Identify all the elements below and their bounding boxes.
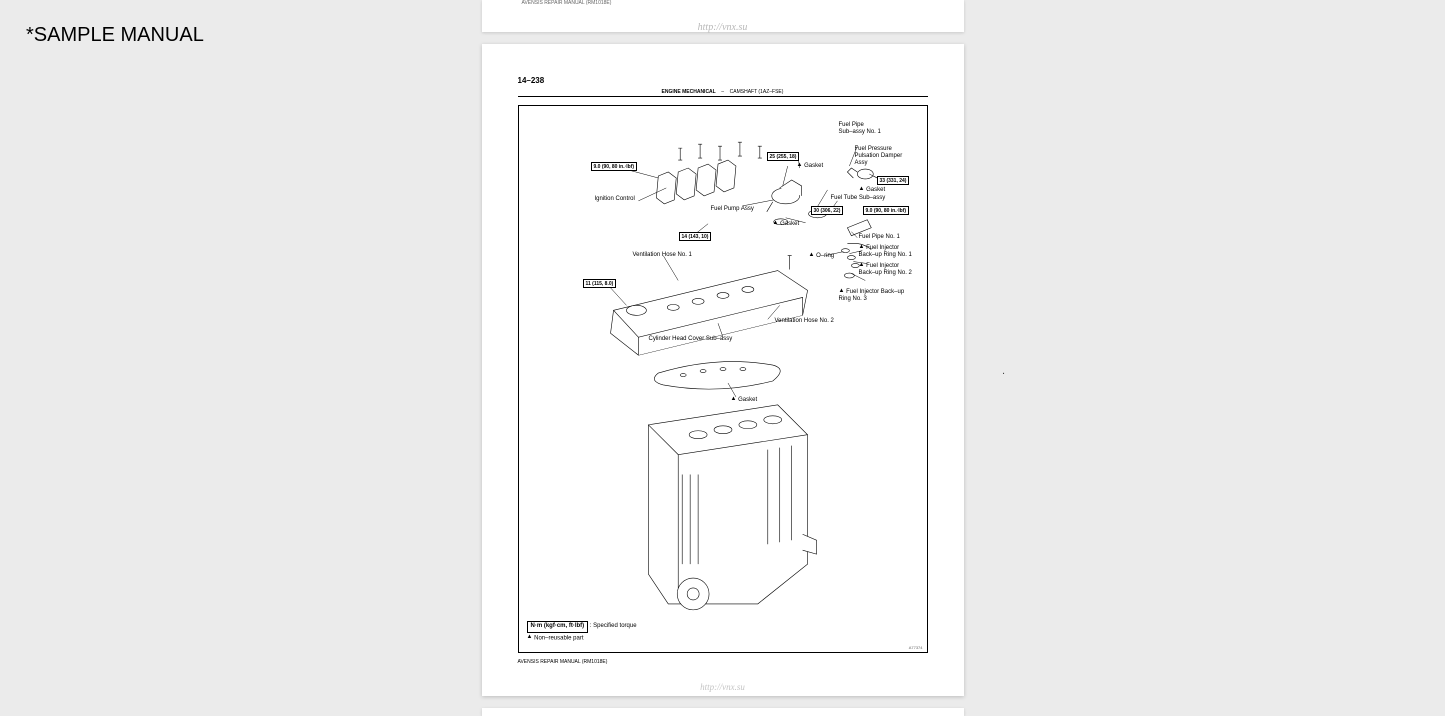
torque-30: 30 (306, 22) <box>811 206 844 215</box>
legend-nonreuse-row: ▲ Non–reusable part <box>527 633 637 644</box>
watermark-top: http://vnx.su <box>698 22 748 33</box>
torque-14: 14 (143, 10) <box>679 232 712 241</box>
page-header-rule: ENGINE MECHANICAL – CAMSHAFT (1AZ–FSE) <box>518 87 928 97</box>
legend-torque-format: N·m (kgf·cm, ft·lbf) <box>527 621 589 633</box>
torque-9a: 9.0 (90, 80 in.·lbf) <box>591 162 638 171</box>
label-gasket-2: ▲ Gasket <box>859 186 886 194</box>
label-vent-hose-1: Ventilation Hose No. 1 <box>633 252 692 259</box>
header-section: ENGINE MECHANICAL <box>662 89 716 95</box>
torque-11: 11 (115, 8.0) <box>583 279 617 288</box>
torque-33: 33 (331, 24) <box>877 176 910 185</box>
page-number: 14–238 <box>518 76 928 85</box>
manual-page: 14–238 ENGINE MECHANICAL – CAMSHAFT (1AZ… <box>482 44 964 696</box>
legend-torque-row: N·m (kgf·cm, ft·lbf) : Specified torque <box>527 621 637 633</box>
header-sub: CAMSHAFT (1AZ–FSE) <box>730 89 784 95</box>
stray-dot: . <box>1002 365 1005 377</box>
watermark-bottom: http://vnx.su <box>700 682 745 692</box>
label-fuel-tube: Fuel Tube Sub–assy <box>831 195 886 202</box>
label-fuel-pressure-damper: Fuel Pressure Pulsation Damper Assy <box>855 146 903 167</box>
label-fuel-pipe-1: Fuel Pipe No. 1 <box>859 234 900 241</box>
label-oring: ▲ O–ring <box>809 252 835 260</box>
label-gasket-3: ▲ Gasket <box>773 220 800 228</box>
page-header-title: ENGINE MECHANICAL – CAMSHAFT (1AZ–FSE) <box>662 89 784 95</box>
diagram-legend: N·m (kgf·cm, ft·lbf) : Specified torque … <box>527 621 637 644</box>
header-sep: – <box>721 89 724 95</box>
page-footer: AVENSIS REPAIR MANUAL (RM1018E) <box>518 659 928 665</box>
label-inj-ring-1: ▲ Fuel Injector Back–up Ring No. 1 <box>859 244 912 259</box>
figure-reference: A77374 <box>909 645 923 650</box>
label-inj-ring-3: ▲ Fuel Injector Back–up Ring No. 3 <box>839 288 905 303</box>
label-gasket-4: ▲ Gasket <box>731 396 758 404</box>
label-fuel-pump: Fuel Pump Assy <box>711 206 754 213</box>
next-page-stub <box>482 708 964 716</box>
label-ignition-control: Ignition Control <box>595 196 635 203</box>
label-fuel-pipe-subassy: Fuel Pipe Sub–assy No. 1 <box>839 122 881 136</box>
label-gasket-1: ▲ Gasket <box>797 162 824 170</box>
prev-footer: AVENSIS REPAIR MANUAL (RM1018E) <box>522 0 612 6</box>
torque-25: 25 (255, 18) <box>767 152 800 161</box>
legend-torque-desc: : Specified torque <box>590 623 637 629</box>
label-vent-hose-2: Ventilation Hose No. 2 <box>775 318 834 325</box>
sample-manual-label: *SAMPLE MANUAL <box>26 24 204 47</box>
exploded-diagram: 9.0 (90, 80 in.·lbf) 25 (255, 18) 33 (33… <box>518 105 928 653</box>
label-cyl-head-cover: Cylinder Head Cover Sub–assy <box>649 336 733 343</box>
torque-9b: 9.0 (90, 80 in.·lbf) <box>863 206 910 215</box>
legend-nonreuse: Non–reusable part <box>534 635 583 641</box>
label-inj-ring-2: ▲ Fuel Injector Back–up Ring No. 2 <box>859 262 912 277</box>
